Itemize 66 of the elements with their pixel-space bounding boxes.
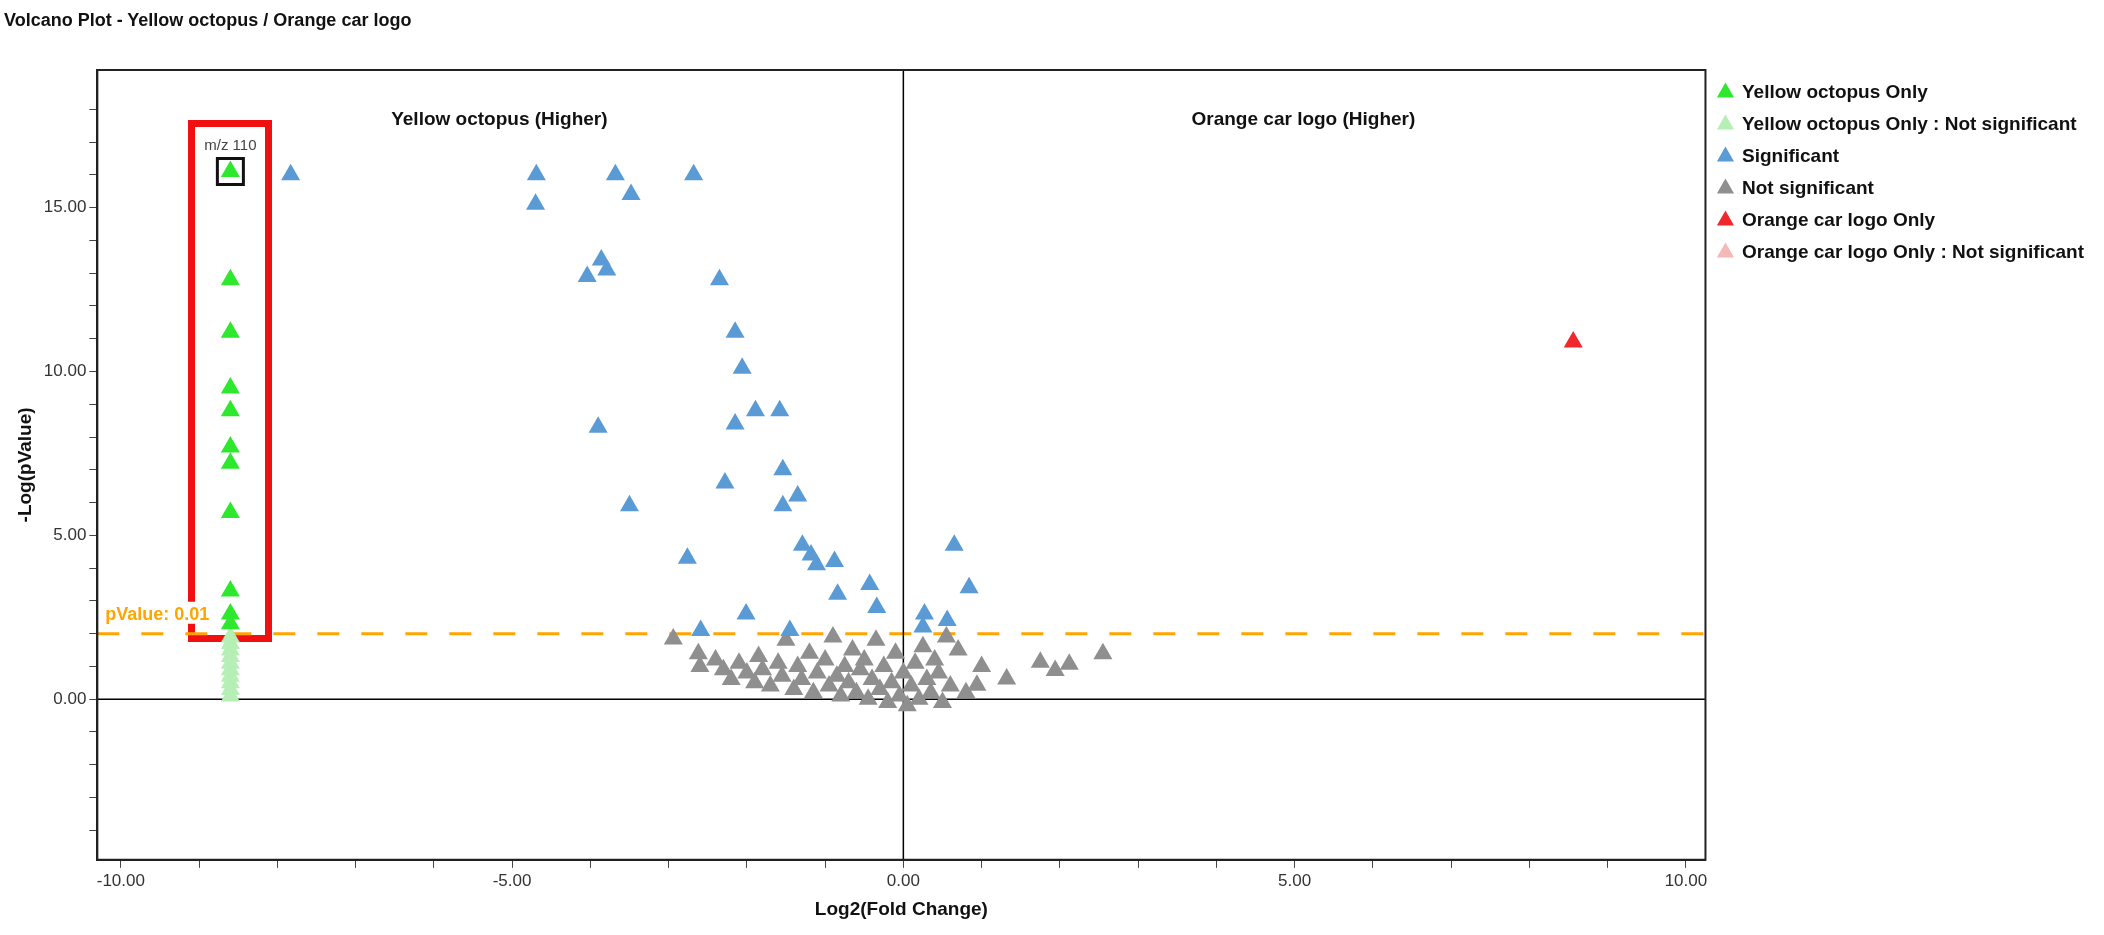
point (220, 501, 240, 518)
legend-label: Orange car logo Only (1741, 208, 1936, 230)
point (220, 321, 240, 338)
point (944, 534, 964, 551)
point (220, 268, 240, 286)
x-tick-label: -5.00 (492, 870, 532, 890)
point (788, 485, 808, 502)
point (526, 163, 546, 181)
chart-title: Volcano Plot - Yellow octopus / Orange car logo (4, 10, 412, 31)
point (913, 616, 933, 633)
point (677, 547, 697, 564)
point (684, 163, 704, 181)
point (709, 268, 729, 286)
point (780, 619, 800, 636)
point (937, 609, 957, 627)
point (745, 399, 765, 417)
y-axis-title: -Log(pValue) (13, 407, 35, 523)
legend-label: Yellow octopus Only : Not significant (1741, 112, 2078, 134)
point (526, 193, 546, 210)
point (281, 163, 301, 181)
point (220, 376, 240, 394)
point (806, 553, 827, 571)
point (824, 550, 845, 568)
y-tick-label: 10.00 (43, 361, 87, 381)
y-tick-label: 5.00 (53, 525, 87, 545)
point (792, 534, 812, 551)
x-tick-label: 10.00 (1664, 870, 1708, 890)
point (588, 416, 608, 433)
point (220, 452, 240, 469)
point (867, 596, 887, 613)
annotation: m/z 110 (204, 136, 257, 154)
legend-label: Not significant (1741, 176, 1875, 198)
point (1563, 331, 1583, 348)
x-tick-label: 5.00 (1278, 870, 1312, 890)
point (220, 580, 240, 597)
point (828, 583, 848, 600)
point (621, 183, 641, 201)
point (725, 321, 745, 338)
point (619, 494, 639, 512)
x-axis-title: Log2(Fold Change) (814, 897, 988, 919)
point (914, 603, 935, 620)
point (577, 265, 597, 282)
legend-label: Orange car logo Only : Not significant (1741, 240, 2085, 262)
y-tick-label: 15.00 (43, 197, 87, 217)
point (220, 399, 240, 417)
point (732, 357, 752, 374)
point (773, 494, 793, 512)
annotation: Yellow octopus (Higher) (391, 107, 608, 129)
point (959, 576, 979, 594)
point (691, 619, 711, 636)
point (770, 399, 790, 417)
x-tick-label: -10.00 (96, 870, 145, 890)
point (860, 573, 880, 591)
annotation: Orange car logo (Higher) (1191, 107, 1416, 129)
annotation: pValue: 0.01 (105, 603, 210, 624)
point (597, 258, 617, 276)
point (773, 458, 793, 476)
legend-label: Significant (1741, 144, 1840, 166)
point (715, 471, 735, 489)
point (736, 603, 756, 620)
legend-label: Yellow octopus Only (1741, 80, 1929, 102)
y-tick-label: 0.00 (53, 688, 87, 708)
point (605, 163, 625, 181)
x-tick-label: 0.00 (886, 870, 920, 890)
point (725, 412, 745, 430)
point (220, 435, 240, 453)
